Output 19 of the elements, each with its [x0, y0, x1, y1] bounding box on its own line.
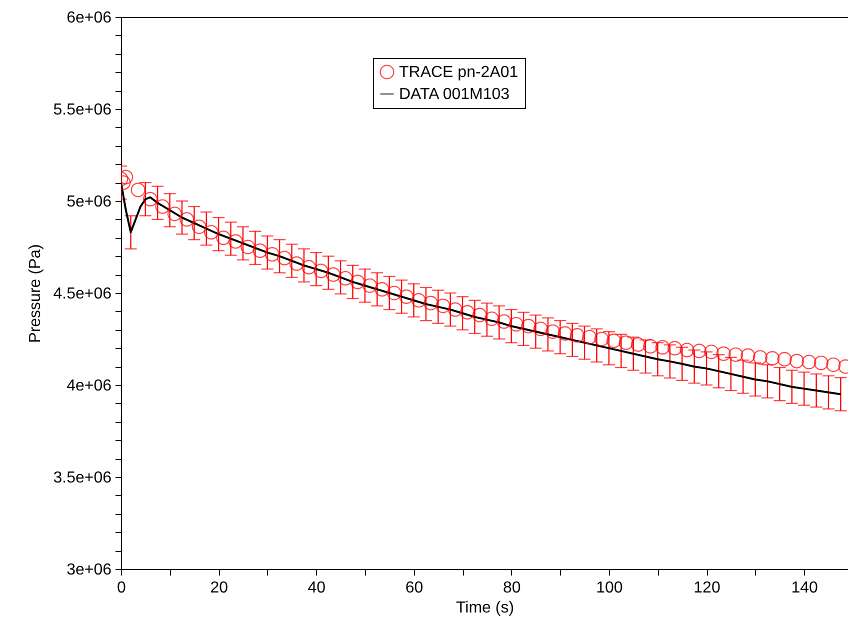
x-tick-label: 40 [308, 580, 326, 596]
y-axis-title: Pressure (Pa) [27, 244, 44, 343]
x-tick-label: 80 [502, 580, 521, 596]
y-tick-label: 4.5e+06 [53, 286, 112, 302]
x-axis-title: Time (s) [456, 600, 514, 616]
y-tick-label: 3.5e+06 [53, 470, 112, 486]
y-tick-label: 5e+06 [66, 194, 112, 210]
y-tick-label: 3e+06 [66, 562, 112, 578]
x-tick-label: 0 [117, 580, 126, 596]
legend-label: TRACE pn-2A01 [399, 64, 518, 81]
x-tick-label: 140 [791, 580, 818, 596]
legend-label: DATA 001M103 [399, 86, 510, 103]
x-tick-label: 100 [596, 580, 623, 596]
x-tick-label: 120 [694, 580, 720, 596]
x-tick-label: 20 [210, 580, 228, 596]
x-tick-label: 60 [405, 580, 424, 596]
y-tick-label: 4e+06 [66, 378, 112, 394]
y-tick-label: 6e+06 [66, 10, 112, 26]
y-tick-label: 5.5e+06 [53, 102, 112, 118]
